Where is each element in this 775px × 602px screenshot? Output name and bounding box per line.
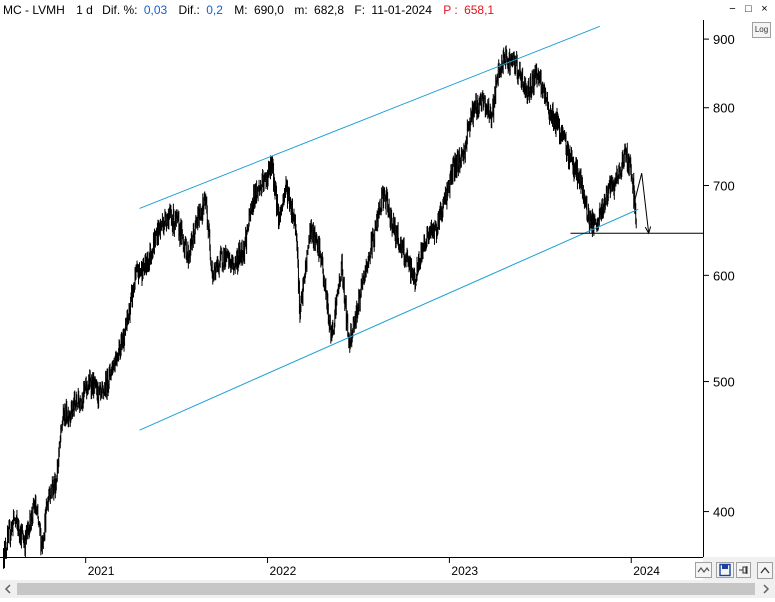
log-scale-button[interactable]: Log <box>752 22 771 38</box>
x-ticks: 2021 2022 2023 2024 <box>85 557 660 578</box>
x-axis-panel <box>0 558 703 580</box>
channel-lower-line <box>139 208 639 431</box>
channel-upper-line <box>139 25 601 209</box>
dif-label: Dif.: <box>178 3 200 17</box>
scroll-up-button[interactable] <box>757 562 773 579</box>
zigzag-tool-button[interactable] <box>695 562 712 578</box>
scrollbar-thumb[interactable] <box>17 583 755 595</box>
zigzag-icon <box>697 566 710 573</box>
y-tick-label: 400 <box>713 505 735 520</box>
date-label: F: <box>354 3 366 17</box>
chevron-up-icon <box>760 566 770 574</box>
candles-group <box>2 45 637 569</box>
period-label: 1 d <box>76 3 93 17</box>
x-tick-label: 2023 <box>451 564 478 578</box>
y-axis-panel <box>703 20 775 557</box>
scroll-left-button[interactable] <box>0 581 16 597</box>
y-tick-label: 600 <box>713 268 735 283</box>
save-button[interactable] <box>716 562 734 578</box>
window-controls: − □ × <box>726 3 772 16</box>
chevron-right-icon <box>763 584 770 594</box>
projection-path <box>634 173 650 234</box>
minimize-button[interactable]: − <box>729 3 736 15</box>
x-tick-label: 2021 <box>88 564 115 578</box>
x-tick-label: 2024 <box>633 564 660 578</box>
min-value: 682,8 <box>314 3 345 17</box>
y-tick-label: 900 <box>713 32 735 47</box>
min-label: m: <box>294 3 308 17</box>
symbol-label: MC - LVMH <box>3 3 65 17</box>
scroll-right-button[interactable] <box>758 581 774 597</box>
max-label: M: <box>234 3 248 17</box>
max-value: 690,0 <box>253 3 284 17</box>
y-tick-label: 800 <box>713 101 735 116</box>
price-label: P : <box>443 3 458 17</box>
log-scale-label: Log <box>754 25 769 34</box>
floppy-disk-icon <box>719 563 731 577</box>
restore-button[interactable]: □ <box>745 3 752 15</box>
dif-value: 0,2 <box>206 3 223 17</box>
y-tick-label: 700 <box>713 179 735 194</box>
dif-pct-label: Dif. %: <box>102 3 138 17</box>
plot-area[interactable] <box>0 20 703 557</box>
y-ticks: 400 500 600 700 800 900 <box>703 32 735 520</box>
quote-header: MC - LVMH 1 d Dif. %: 0,03 Dif.: 0,2 M: … <box>0 0 775 20</box>
date-value: 11-01-2024 <box>371 3 432 17</box>
chevron-left-icon <box>4 584 11 594</box>
dif-pct-value: 0,03 <box>143 3 168 17</box>
close-button[interactable]: × <box>761 3 768 15</box>
projection-arrowhead <box>644 226 652 235</box>
x-tick-label: 2022 <box>270 564 297 578</box>
support-group <box>570 173 703 235</box>
pin-button[interactable] <box>736 562 751 578</box>
y-tick-label: 500 <box>713 375 735 390</box>
trend-channel <box>139 25 639 431</box>
pin-icon <box>739 566 748 574</box>
price-value: 658,1 <box>464 3 495 17</box>
bottom-scrollbar[interactable] <box>0 580 775 598</box>
